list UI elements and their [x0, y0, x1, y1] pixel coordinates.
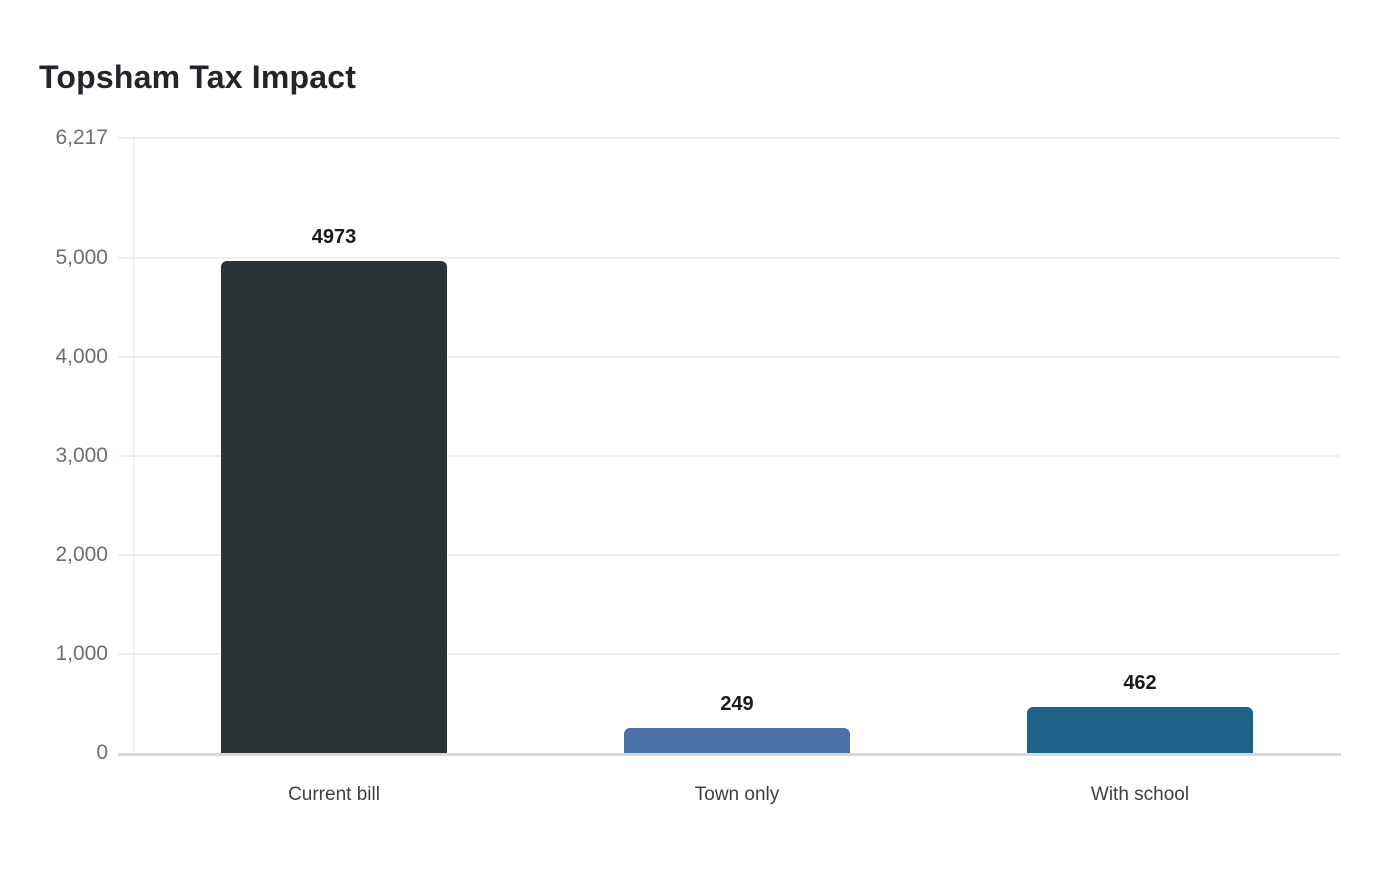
x-axis-baseline — [118, 753, 1341, 756]
y-axis-line — [133, 138, 134, 753]
value-label-with-school: 462 — [1123, 672, 1157, 694]
gridline-6217 — [118, 137, 1340, 139]
gridline-2000 — [118, 554, 1340, 556]
gridline-5000 — [118, 257, 1340, 259]
y-tick-label-3000: 3,000 — [55, 444, 108, 467]
y-tick-label-2000: 2,000 — [55, 543, 108, 566]
y-tick-label-5000: 5,000 — [55, 246, 108, 269]
category-label-current-bill: Current bill — [288, 784, 380, 805]
value-label-town-only: 249 — [720, 693, 754, 715]
y-tick-label-6217: 6,217 — [55, 126, 108, 149]
chart-title: Topsham Tax Impact — [39, 59, 357, 95]
y-tick-label-4000: 4,000 — [55, 345, 108, 368]
y-tick-label-1000: 1,000 — [55, 642, 108, 665]
category-label-with-school: With school — [1090, 784, 1190, 805]
y-tick-label-0: 0 — [96, 741, 108, 764]
value-label-current-bill: 4973 — [311, 226, 357, 248]
gridline-1000 — [118, 653, 1340, 655]
gridline-3000 — [118, 455, 1340, 457]
bar-current-bill — [221, 261, 447, 753]
bar-town-only — [624, 728, 850, 753]
category-label-town-only: Town only — [694, 784, 780, 805]
bar-with-school — [1027, 707, 1253, 753]
gridline-4000 — [118, 356, 1340, 358]
